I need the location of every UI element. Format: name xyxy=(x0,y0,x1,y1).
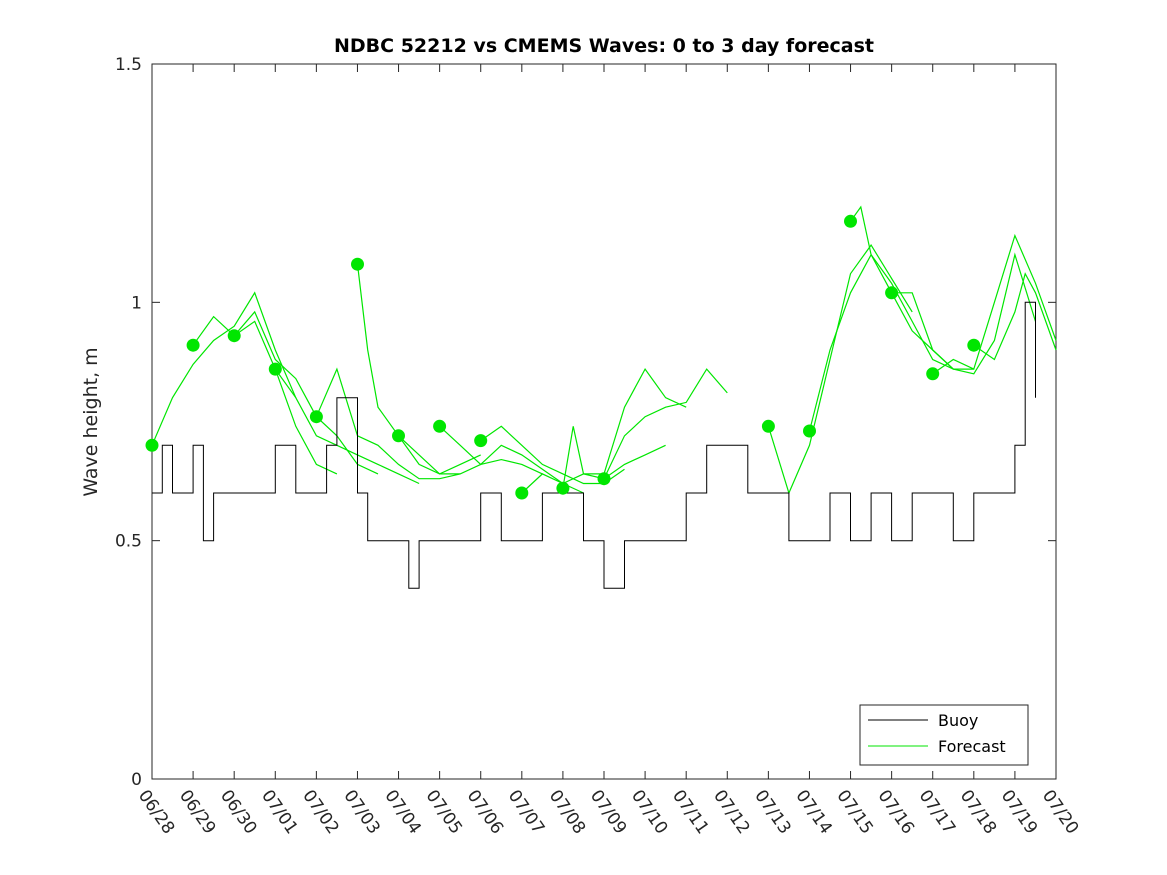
forecast-start-marker xyxy=(844,214,857,228)
forecast-run-line xyxy=(603,368,728,479)
forecast-run-line xyxy=(808,253,954,432)
forecast-start-marker xyxy=(474,434,488,448)
forecast-run-line xyxy=(192,315,338,475)
legend-forecast-label: Forecast xyxy=(938,737,1006,756)
plot-area xyxy=(151,63,1057,780)
forecast-run-line xyxy=(521,444,666,494)
chart-title: NDBC 52212 vs CMEMS Waves: 0 to 3 day fo… xyxy=(334,35,874,57)
buoy-series-line xyxy=(152,301,1036,589)
forecast-run-line xyxy=(315,367,461,480)
forecast-run-line xyxy=(439,425,584,494)
y-tick-label: 0 xyxy=(131,770,142,790)
forecast-start-marker xyxy=(392,429,405,443)
forecast-run-line xyxy=(562,367,687,489)
y-tick-label: 1 xyxy=(131,293,142,313)
forecast-start-marker xyxy=(515,486,529,500)
forecast-run-line xyxy=(151,291,297,446)
legend-box xyxy=(859,704,1029,766)
forecast-start-marker xyxy=(433,419,447,433)
forecast-start-marker xyxy=(803,424,816,438)
y-tick-label: 0.5 xyxy=(115,532,142,552)
forecast-start-marker xyxy=(556,481,570,495)
forecast-start-marker xyxy=(186,338,200,352)
forecast-run-line xyxy=(274,368,420,485)
forecast-run-line xyxy=(356,264,481,475)
forecast-run-line xyxy=(233,310,379,475)
forecast-run-line xyxy=(767,244,913,495)
forecast-start-marker xyxy=(967,338,981,352)
forecast-start-marker xyxy=(268,362,282,376)
forecast-start-marker xyxy=(145,438,159,452)
forecast-run-line xyxy=(398,435,543,475)
y-tick-label: 1.5 xyxy=(115,55,142,75)
forecast-run-line xyxy=(973,272,1057,361)
forecast-start-marker xyxy=(227,329,241,343)
legend-buoy-label: Buoy xyxy=(938,711,978,730)
forecast-start-marker xyxy=(309,410,323,424)
legend: Buoy Forecast xyxy=(859,704,1029,766)
forecast-run-line xyxy=(891,252,1037,375)
forecast-start-marker xyxy=(926,367,940,381)
forecast-start-marker xyxy=(761,419,775,433)
forecast-run-line xyxy=(932,233,1057,375)
forecast-start-marker xyxy=(351,257,364,271)
forecast-start-marker xyxy=(597,472,611,486)
y-axis-label: Wave height, m xyxy=(80,347,102,496)
forecast-start-marker xyxy=(885,286,899,300)
